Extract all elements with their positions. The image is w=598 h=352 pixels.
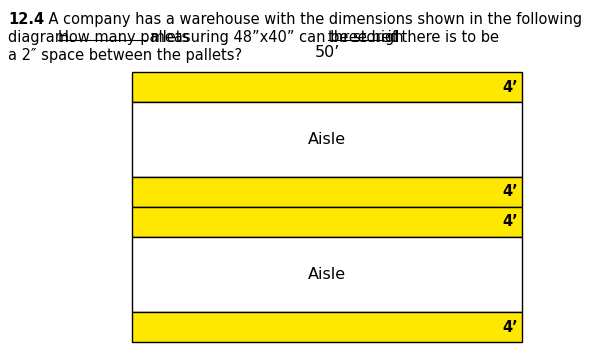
- Text: a 2″ space between the pallets?: a 2″ space between the pallets?: [8, 48, 242, 63]
- Bar: [132, 237, 522, 312]
- Text: 4’: 4’: [502, 80, 518, 94]
- Bar: [132, 177, 522, 207]
- Text: Aisle: Aisle: [308, 132, 346, 147]
- Text: 4’: 4’: [502, 214, 518, 230]
- Text: 50’: 50’: [315, 45, 340, 60]
- Text: measuring 48”x40” can be stored: measuring 48”x40” can be stored: [146, 30, 404, 45]
- Bar: [132, 102, 522, 177]
- Text: diagram.: diagram.: [8, 30, 78, 45]
- Bar: [132, 207, 522, 237]
- Text: 4’: 4’: [502, 320, 518, 334]
- Text: if there is to be: if there is to be: [383, 30, 499, 45]
- Text: A company has a warehouse with the dimensions shown in the following: A company has a warehouse with the dimen…: [30, 12, 582, 27]
- Text: Aisle: Aisle: [308, 267, 346, 282]
- Bar: [132, 72, 522, 102]
- Text: 4’: 4’: [502, 184, 518, 200]
- Text: three high: three high: [328, 30, 403, 45]
- Bar: [132, 312, 522, 342]
- Text: 12.4: 12.4: [8, 12, 44, 27]
- Text: How many pallets: How many pallets: [57, 30, 189, 45]
